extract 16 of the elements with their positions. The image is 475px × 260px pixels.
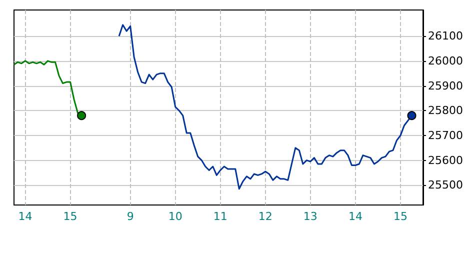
y-tick-label: 25800 xyxy=(428,104,463,118)
x-tick-label: 14 xyxy=(348,210,362,223)
x-tick-label: 15 xyxy=(393,210,408,223)
x-tick-label: 11 xyxy=(213,210,228,223)
x-tick-label: 14 xyxy=(18,210,32,223)
x-tick-label: 9 xyxy=(126,210,134,223)
y-tick-label: 26000 xyxy=(428,54,463,68)
y-tick-label: 25500 xyxy=(428,178,463,192)
x-tick-label: 13 xyxy=(303,210,318,223)
x-tick-label: 15 xyxy=(63,210,78,223)
y-tick-label: 26100 xyxy=(428,30,463,43)
y-tick-label: 25600 xyxy=(428,154,463,167)
y-tick-label: 25700 xyxy=(428,128,463,142)
x-tick-label: 10 xyxy=(168,210,182,223)
y-tick-label: 25900 xyxy=(428,79,463,92)
x-tick-label: 12 xyxy=(258,210,272,223)
